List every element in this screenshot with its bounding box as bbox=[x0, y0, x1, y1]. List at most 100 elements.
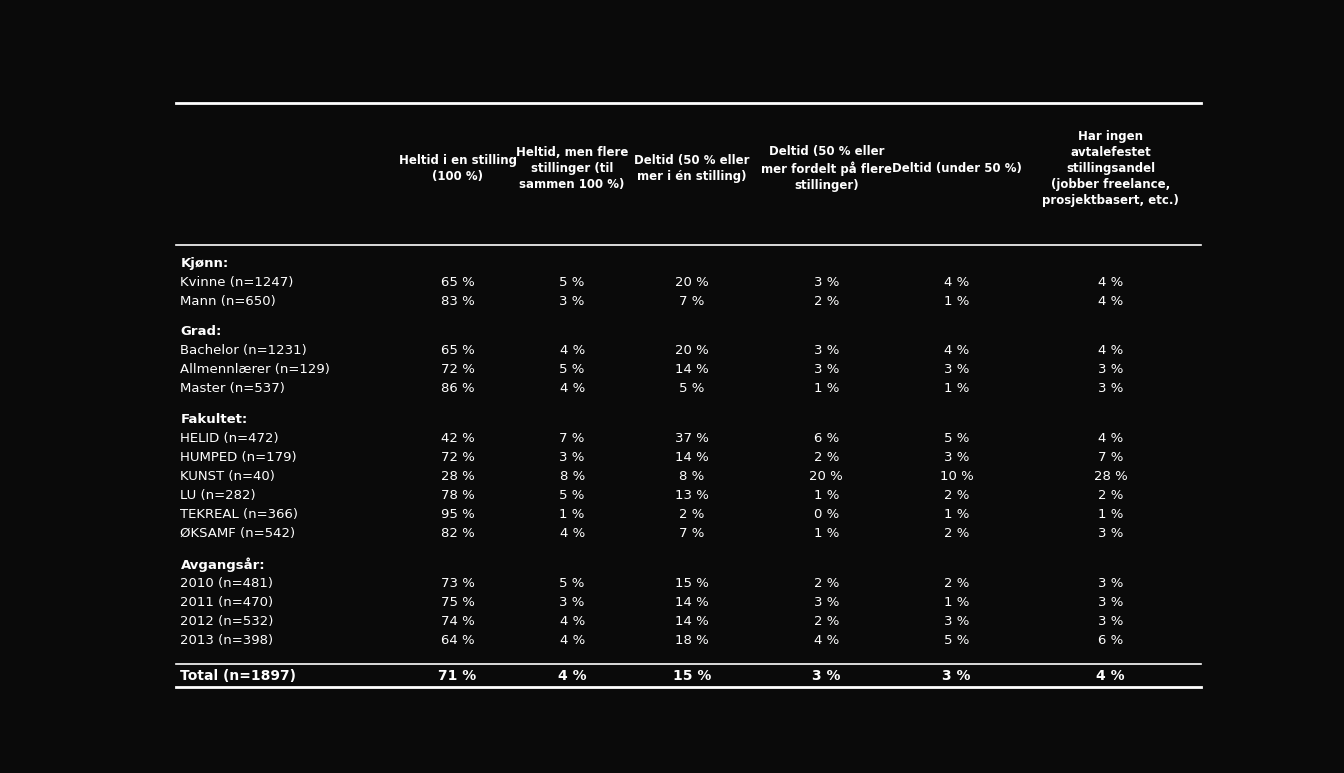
Text: 4 %: 4 % bbox=[559, 634, 585, 647]
Text: 2011 (n=470): 2011 (n=470) bbox=[180, 596, 274, 609]
Text: 4 %: 4 % bbox=[1098, 432, 1124, 445]
Text: 1 %: 1 % bbox=[943, 383, 969, 395]
Text: 7 %: 7 % bbox=[679, 527, 704, 540]
Text: 2 %: 2 % bbox=[813, 451, 839, 464]
Text: Master (n=537): Master (n=537) bbox=[180, 383, 285, 395]
Text: 5 %: 5 % bbox=[943, 432, 969, 445]
Text: 42 %: 42 % bbox=[441, 432, 474, 445]
Text: 1 %: 1 % bbox=[813, 527, 839, 540]
Text: 75 %: 75 % bbox=[441, 596, 474, 609]
Text: 5 %: 5 % bbox=[559, 363, 585, 376]
Text: Kvinne (n=1247): Kvinne (n=1247) bbox=[180, 276, 294, 288]
Text: 1 %: 1 % bbox=[813, 489, 839, 502]
Text: 3 %: 3 % bbox=[559, 295, 585, 308]
Text: 4 %: 4 % bbox=[1098, 344, 1124, 357]
Text: 37 %: 37 % bbox=[675, 432, 708, 445]
Text: 3 %: 3 % bbox=[559, 451, 585, 464]
Text: 20 %: 20 % bbox=[675, 276, 708, 288]
Text: KUNST (n=40): KUNST (n=40) bbox=[180, 470, 276, 483]
Text: 5 %: 5 % bbox=[559, 577, 585, 590]
Text: TEKREAL (n=366): TEKREAL (n=366) bbox=[180, 508, 298, 521]
Text: 18 %: 18 % bbox=[675, 634, 708, 647]
Text: Deltid (under 50 %): Deltid (under 50 %) bbox=[891, 162, 1021, 175]
Text: 3 %: 3 % bbox=[943, 363, 969, 376]
Text: 2 %: 2 % bbox=[943, 577, 969, 590]
Text: 3 %: 3 % bbox=[943, 451, 969, 464]
Text: Grad:: Grad: bbox=[180, 325, 222, 338]
Text: 20 %: 20 % bbox=[675, 344, 708, 357]
Text: 7 %: 7 % bbox=[1098, 451, 1124, 464]
Text: 14 %: 14 % bbox=[675, 363, 708, 376]
Text: 3 %: 3 % bbox=[1098, 577, 1124, 590]
Text: Fakultet:: Fakultet: bbox=[180, 413, 247, 426]
Text: 5 %: 5 % bbox=[943, 634, 969, 647]
Text: 78 %: 78 % bbox=[441, 489, 474, 502]
Text: ØKSAMF (n=542): ØKSAMF (n=542) bbox=[180, 527, 296, 540]
Text: 7 %: 7 % bbox=[679, 295, 704, 308]
Text: 2 %: 2 % bbox=[943, 527, 969, 540]
Text: 3 %: 3 % bbox=[559, 596, 585, 609]
Text: Deltid (50 % eller
mer fordelt på flere
stillinger): Deltid (50 % eller mer fordelt på flere … bbox=[761, 145, 892, 192]
Text: 1 %: 1 % bbox=[1098, 508, 1124, 521]
Text: 8 %: 8 % bbox=[679, 470, 704, 483]
Text: 3 %: 3 % bbox=[813, 596, 839, 609]
Text: 4 %: 4 % bbox=[943, 276, 969, 288]
Text: 8 %: 8 % bbox=[559, 470, 585, 483]
Text: 14 %: 14 % bbox=[675, 596, 708, 609]
Text: Heltid, men flere
stillinger (til
sammen 100 %): Heltid, men flere stillinger (til sammen… bbox=[516, 145, 629, 191]
Text: HUMPED (n=179): HUMPED (n=179) bbox=[180, 451, 297, 464]
Text: 15 %: 15 % bbox=[673, 669, 711, 683]
Text: LU (n=282): LU (n=282) bbox=[180, 489, 257, 502]
Text: Bachelor (n=1231): Bachelor (n=1231) bbox=[180, 344, 308, 357]
Text: Deltid (50 % eller
mer i én stilling): Deltid (50 % eller mer i én stilling) bbox=[634, 154, 750, 182]
Text: Heltid i en stilling
(100 %): Heltid i en stilling (100 %) bbox=[399, 154, 516, 182]
Text: 4 %: 4 % bbox=[813, 634, 839, 647]
Text: 74 %: 74 % bbox=[441, 615, 474, 628]
Text: Har ingen
avtalefestet
stillingsandel
(jobber freelance,
prosjektbasert, etc.): Har ingen avtalefestet stillingsandel (j… bbox=[1042, 130, 1179, 206]
Text: 4 %: 4 % bbox=[943, 344, 969, 357]
Text: 64 %: 64 % bbox=[441, 634, 474, 647]
Text: 10 %: 10 % bbox=[939, 470, 973, 483]
Text: 20 %: 20 % bbox=[809, 470, 843, 483]
Text: 3 %: 3 % bbox=[1098, 383, 1124, 395]
Text: 3 %: 3 % bbox=[1098, 596, 1124, 609]
Text: 2 %: 2 % bbox=[679, 508, 704, 521]
Text: 71 %: 71 % bbox=[438, 669, 477, 683]
Text: 15 %: 15 % bbox=[675, 577, 708, 590]
Text: 6 %: 6 % bbox=[813, 432, 839, 445]
Text: HELID (n=472): HELID (n=472) bbox=[180, 432, 280, 445]
Text: 65 %: 65 % bbox=[441, 344, 474, 357]
Text: Kjønn:: Kjønn: bbox=[180, 257, 228, 270]
Text: 1 %: 1 % bbox=[559, 508, 585, 521]
Text: 5 %: 5 % bbox=[559, 489, 585, 502]
Text: 28 %: 28 % bbox=[441, 470, 474, 483]
Text: 0 %: 0 % bbox=[813, 508, 839, 521]
Text: 1 %: 1 % bbox=[943, 295, 969, 308]
Text: 2012 (n=532): 2012 (n=532) bbox=[180, 615, 274, 628]
Text: 2 %: 2 % bbox=[813, 295, 839, 308]
Text: 3 %: 3 % bbox=[943, 615, 969, 628]
Text: 14 %: 14 % bbox=[675, 615, 708, 628]
Text: 3 %: 3 % bbox=[1098, 363, 1124, 376]
Text: 82 %: 82 % bbox=[441, 527, 474, 540]
Text: 2 %: 2 % bbox=[1098, 489, 1124, 502]
Text: 2 %: 2 % bbox=[943, 489, 969, 502]
Text: 4 %: 4 % bbox=[559, 383, 585, 395]
Text: 14 %: 14 % bbox=[675, 451, 708, 464]
Text: 1 %: 1 % bbox=[943, 596, 969, 609]
Text: 72 %: 72 % bbox=[441, 363, 474, 376]
Text: 95 %: 95 % bbox=[441, 508, 474, 521]
Text: 7 %: 7 % bbox=[559, 432, 585, 445]
Text: 4 %: 4 % bbox=[1098, 295, 1124, 308]
Text: 2 %: 2 % bbox=[813, 615, 839, 628]
Text: Mann (n=650): Mann (n=650) bbox=[180, 295, 277, 308]
Text: 73 %: 73 % bbox=[441, 577, 474, 590]
Text: 13 %: 13 % bbox=[675, 489, 708, 502]
Text: 3 %: 3 % bbox=[1098, 527, 1124, 540]
Text: 1 %: 1 % bbox=[943, 508, 969, 521]
Text: 65 %: 65 % bbox=[441, 276, 474, 288]
Text: 4 %: 4 % bbox=[558, 669, 586, 683]
Text: 4 %: 4 % bbox=[559, 615, 585, 628]
Text: 1 %: 1 % bbox=[813, 383, 839, 395]
Text: 5 %: 5 % bbox=[559, 276, 585, 288]
